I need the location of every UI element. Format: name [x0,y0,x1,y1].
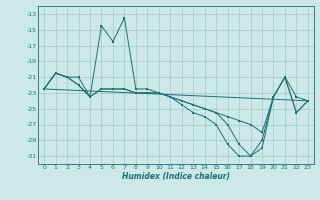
X-axis label: Humidex (Indice chaleur): Humidex (Indice chaleur) [122,172,230,181]
